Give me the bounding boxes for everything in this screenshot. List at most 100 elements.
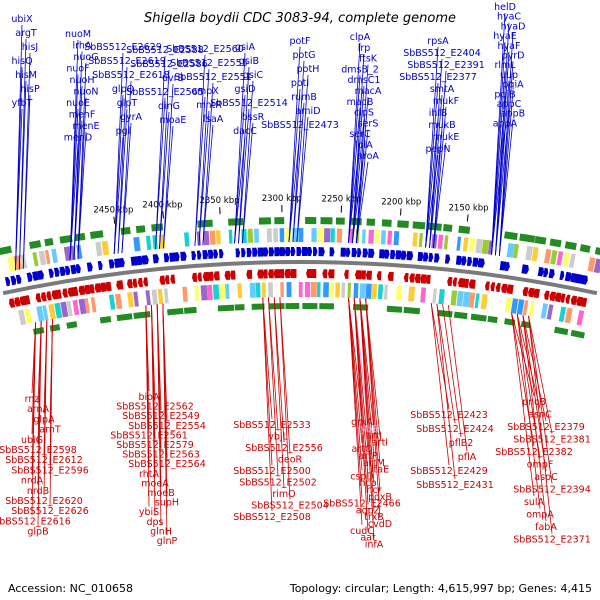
feature-block: [510, 298, 519, 314]
gene-line: [238, 108, 250, 244]
gene-label: mntR: [196, 100, 222, 111]
feature-block: [59, 266, 66, 277]
gene-label: SbBS512_E2424: [416, 424, 494, 435]
feature-block: [32, 252, 39, 267]
feature-block: [37, 270, 44, 280]
feature-block: [137, 277, 144, 288]
feature-block: [94, 283, 102, 293]
feature-block: [546, 304, 554, 320]
feature-block: [83, 284, 91, 295]
feature-block: [422, 252, 429, 262]
feature-block: [274, 217, 285, 225]
feature-block: [357, 248, 362, 258]
gene-label: rpsA: [427, 36, 449, 47]
gene-label: rybB: [357, 424, 379, 435]
gene-label: SbBS512_E2562: [116, 402, 194, 413]
feature-block: [208, 271, 214, 281]
feature-block: [64, 265, 71, 276]
gene-label: SbBS512_E2382: [495, 447, 573, 458]
gene-label: SbBS512_E2429: [410, 466, 488, 477]
feature-block: [116, 280, 124, 290]
gene-label: nuoE: [66, 98, 90, 109]
gene-label: lrp: [358, 43, 371, 54]
feature-block: [51, 289, 59, 300]
feature-block: [167, 307, 184, 316]
feature-block: [257, 269, 264, 279]
feature-block: [307, 247, 313, 257]
gene-label: asnC: [528, 410, 552, 421]
feature-block: [133, 236, 141, 252]
feature-block: [254, 228, 260, 243]
gene-line: [121, 122, 132, 254]
feature-block: [133, 291, 139, 307]
feature-block: [381, 219, 392, 227]
feature-block: [462, 237, 469, 252]
feature-block: [105, 281, 112, 292]
feature-block: [268, 282, 274, 298]
gene-label: pqiB: [494, 89, 515, 100]
feature-block: [184, 232, 190, 247]
gene-line: [162, 125, 174, 249]
gene-label: SbBS512_E2588: [126, 45, 204, 56]
feature-block: [157, 288, 164, 305]
gene-label: hyaD: [501, 21, 526, 32]
feature-block: [481, 239, 490, 255]
feature-block: [336, 228, 343, 243]
gene-label: artM: [363, 458, 385, 469]
gene-line: [292, 102, 305, 243]
feature-block: [528, 301, 535, 317]
kbp-tick-label: 2450 kbp: [93, 206, 133, 216]
gene-label: deoR: [278, 455, 303, 466]
feature-block: [285, 303, 300, 310]
gene-line: [495, 80, 510, 256]
gene-line: [351, 86, 365, 243]
feature-block: [458, 278, 466, 288]
gene-line: [113, 94, 124, 254]
gene-label: hyaC: [497, 12, 521, 23]
gene-label: argT: [15, 28, 37, 39]
gene-label: SbBS512_E2619: [88, 56, 166, 67]
feature-block: [180, 251, 187, 261]
gene-label: amiD: [295, 106, 320, 117]
gene-line: [433, 70, 447, 249]
gene-label: nuoM: [65, 29, 91, 40]
feature-block: [329, 282, 334, 298]
feature-block: [14, 297, 21, 307]
feature-bands: [0, 217, 600, 339]
gene-label: moeA: [141, 478, 169, 489]
gene-label: infA: [365, 539, 384, 550]
feature-block: [279, 228, 285, 243]
gene-line: [234, 94, 246, 244]
feature-block: [543, 248, 552, 264]
feature-block: [257, 247, 265, 257]
feature-block: [485, 281, 490, 291]
gene-label: dps: [146, 517, 163, 528]
feature-block: [395, 250, 402, 260]
feature-block: [365, 270, 373, 280]
gene-line: [296, 74, 309, 243]
gene-line: [262, 297, 273, 420]
gene-label: ompA: [526, 510, 554, 521]
feature-block: [380, 230, 387, 245]
feature-block: [512, 243, 520, 259]
gene-line: [522, 314, 547, 522]
feature-block: [42, 305, 49, 321]
gene-label: SbBS512_E2612: [5, 455, 83, 466]
gene-line: [353, 298, 369, 532]
gene-line: [22, 94, 31, 269]
feature-block: [393, 231, 400, 246]
gene-label: lolA: [355, 140, 373, 151]
feature-block: [66, 300, 73, 317]
kbp-tick-label: 2200 kbp: [381, 197, 421, 207]
feature-block: [362, 248, 369, 258]
feature-block: [366, 218, 376, 226]
gene-label: SbBS512_E2504: [251, 501, 329, 512]
gene-label: SbBS512_E2596: [11, 465, 89, 476]
feature-block: [119, 257, 125, 268]
gene-label: appA: [493, 118, 518, 129]
gene-label: ltaE: [371, 465, 389, 476]
feature-block: [78, 298, 87, 315]
gene-label: hisM: [15, 70, 37, 81]
feature-block: [89, 230, 104, 239]
gene-line: [425, 82, 439, 248]
